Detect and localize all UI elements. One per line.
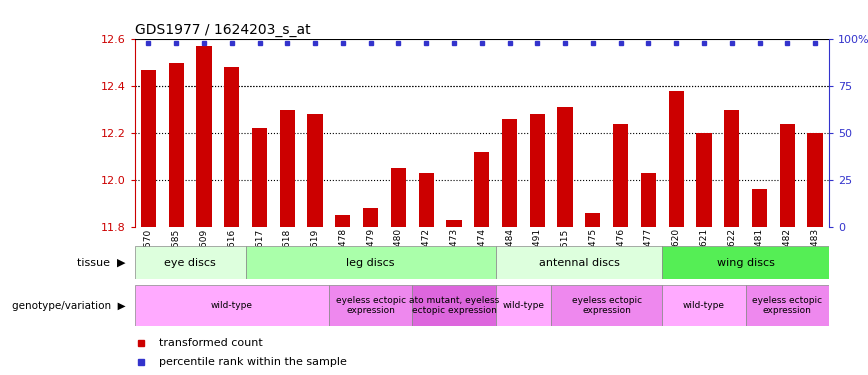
Bar	[135, 246, 246, 279]
Text: genotype/variation  ▶: genotype/variation ▶	[12, 301, 126, 310]
Bar	[418, 173, 434, 227]
Bar	[752, 189, 767, 227]
Bar	[496, 246, 662, 279]
Bar	[279, 110, 295, 227]
Text: antennal discs: antennal discs	[538, 258, 620, 267]
Bar	[363, 208, 378, 227]
Bar	[746, 285, 829, 326]
Bar	[246, 246, 496, 279]
Bar	[502, 119, 517, 227]
Bar	[252, 128, 267, 227]
Text: transformed count: transformed count	[159, 338, 263, 348]
Bar	[779, 124, 795, 227]
Bar	[724, 110, 740, 227]
Bar	[474, 152, 490, 227]
Text: leg discs: leg discs	[346, 258, 395, 267]
Text: eyeless ectopic
expression: eyeless ectopic expression	[753, 296, 822, 315]
Bar	[412, 285, 496, 326]
Text: wing discs: wing discs	[717, 258, 774, 267]
Bar	[551, 285, 662, 326]
Text: tissue  ▶: tissue ▶	[77, 258, 126, 267]
Bar	[335, 215, 351, 227]
Bar	[662, 246, 829, 279]
Bar	[662, 285, 746, 326]
Bar	[496, 285, 551, 326]
Bar	[196, 46, 212, 227]
Text: percentile rank within the sample: percentile rank within the sample	[159, 357, 346, 367]
Text: eye discs: eye discs	[164, 258, 216, 267]
Bar	[696, 133, 712, 227]
Bar	[807, 133, 823, 227]
Bar	[307, 114, 323, 227]
Bar	[557, 107, 573, 227]
Bar	[585, 213, 601, 227]
Bar	[329, 285, 412, 326]
Bar	[168, 63, 184, 227]
Bar	[613, 124, 628, 227]
Text: GDS1977 / 1624203_s_at: GDS1977 / 1624203_s_at	[135, 23, 310, 37]
Bar	[135, 285, 329, 326]
Bar	[224, 68, 240, 227]
Text: ato mutant, eyeless
ectopic expression: ato mutant, eyeless ectopic expression	[409, 296, 499, 315]
Text: wild-type: wild-type	[211, 301, 253, 310]
Bar	[141, 70, 156, 227]
Text: wild-type: wild-type	[503, 301, 544, 310]
Text: wild-type: wild-type	[683, 301, 725, 310]
Bar	[641, 173, 656, 227]
Bar	[391, 168, 406, 227]
Text: eyeless ectopic
expression: eyeless ectopic expression	[572, 296, 641, 315]
Bar	[529, 114, 545, 227]
Text: eyeless ectopic
expression: eyeless ectopic expression	[336, 296, 405, 315]
Bar	[446, 220, 462, 227]
Bar	[668, 91, 684, 227]
